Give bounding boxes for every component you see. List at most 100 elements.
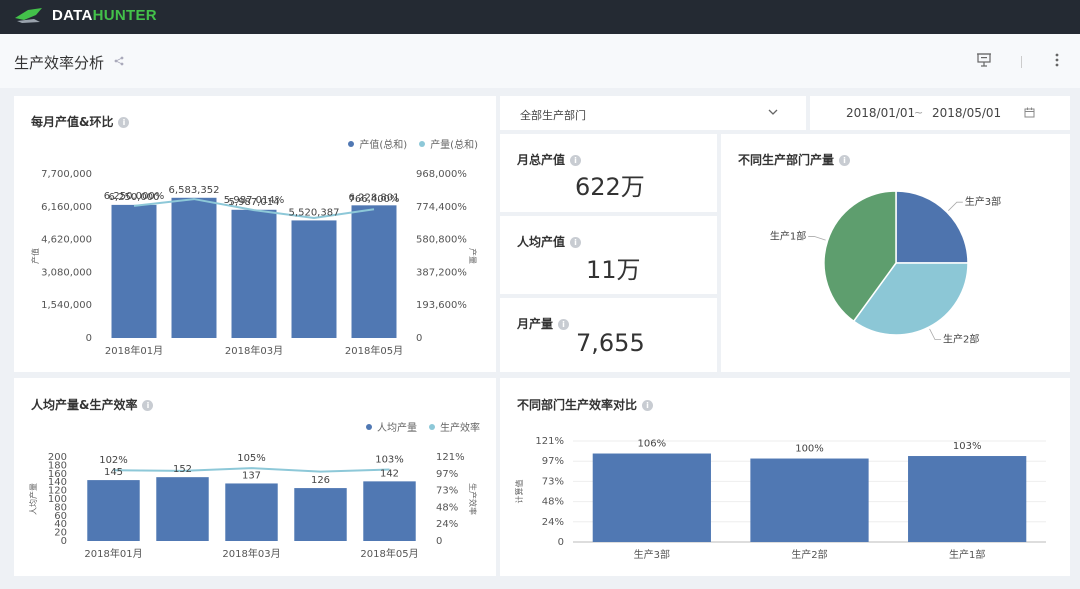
date-end[interactable]: 2018/05/01 [932,106,1002,120]
panel-department-output: 不同生产部门产量 i 生产3部 生产2部 生产1部 [721,134,1070,372]
bar-data-label: 126 [311,475,330,486]
page-title: 生产效率分析 [14,54,105,72]
pie-slice [823,190,897,323]
presentation-icon[interactable] [976,52,992,68]
series-line [113,467,390,473]
y-tick-label: 0 [61,536,67,547]
pie-slice-label: 生产3部 [965,195,1001,208]
bar [156,477,209,541]
bar [351,205,397,338]
y2-tick-label: 0 [416,333,422,344]
x-tick-label: 生产2部 [791,548,827,561]
y-tick-label: 73% [542,476,564,487]
x-tick-label: 生产1部 [949,548,985,561]
kpi-value: 11万 [586,256,641,284]
date-start[interactable]: 2018/01/01 [846,106,916,120]
header-divider [1021,56,1022,68]
x-tick-label: 2018年03月 [222,547,280,560]
y-tick-label: 6,160,000 [41,202,92,213]
x-tick-label: 2018年01月 [105,344,163,357]
bar-data-label: 6,250,000 [109,192,160,203]
y-tick-label: 48% [542,497,564,508]
date-separator: ~ [914,106,924,119]
info-icon[interactable]: i [558,319,570,330]
bar [291,220,337,338]
y2-axis-label: 产量 [468,248,478,264]
y2-tick-label: 774,400% [416,202,467,213]
y2-tick-label: 121% [436,452,465,463]
y-tick-label: 80 [54,502,67,513]
y-tick-label: 20 [54,528,67,539]
legend-item[interactable]: 生产效率 [429,419,480,434]
legend-item[interactable]: 产值(总和) [348,136,407,151]
y-tick-label: 180 [48,460,67,471]
bar [363,481,416,541]
info-icon[interactable]: i [142,400,154,411]
y2-axis-label: 生产效率 [468,483,478,515]
x-tick-label: 2018年01月 [84,547,142,560]
kpi-value: 622万 [575,173,645,201]
bar [111,204,157,338]
legend-item[interactable]: 人均产量 [366,419,417,434]
bar [750,458,869,542]
line-data-label: 103% [375,454,404,465]
y2-tick-label: 73% [436,486,458,497]
pie-slice-label: 生产1部 [770,229,806,242]
more-icon[interactable] [1050,52,1064,68]
y2-tick-label: 48% [436,502,458,513]
info-icon[interactable]: i [839,155,851,166]
panel-department-efficiency: 不同部门生产效率对比 i 0 24% 48% 73% 97% 121% 计算值 106% 生产3部… [500,378,1070,576]
pie-label-line [929,328,942,341]
y2-tick-label: 387,200% [416,267,467,278]
y2-tick-label: 24% [436,519,458,530]
y2-tick-label: 193,600% [416,300,467,311]
logo[interactable]: DATAHUNTER [14,6,157,24]
panel-title: 每月产值&环比 i [31,113,130,130]
x-tick-label: 2018年05月 [360,547,418,560]
y-tick-label: 97% [542,456,564,467]
x-tick-label: 2018年05月 [345,344,403,357]
y-axis-label: 计算值 [514,480,524,504]
bar [87,480,140,541]
date-range-picker[interactable]: 2018/01/01 ~ 2018/05/01 [810,96,1070,130]
y2-tick-label: 0 [436,536,442,547]
department-select[interactable]: 全部生产部门 [500,96,806,130]
bar [592,453,711,542]
y-tick-label: 0 [86,333,92,344]
logo-text: DATAHUNTER [52,6,157,24]
bar-data-label: 106% [638,439,667,450]
share-icon[interactable] [114,56,124,66]
line-data-label: 102% [99,455,128,466]
bar [231,209,277,338]
y-tick-label: 7,700,000 [41,169,92,180]
info-icon[interactable]: i [118,117,130,128]
info-icon[interactable]: i [570,155,582,166]
line-data-label: 5,987,014% [224,195,284,206]
y-tick-label: 140 [48,477,67,488]
department-efficiency-chart: 0 24% 48% 73% 97% 121% 计算值 106% 生产3部 100% 生产2部 103%… [514,436,1046,561]
bar-data-label: 103% [953,441,982,452]
kpi-card-monthly-output: 月产量 i 7,655 [500,298,717,372]
pie-slice [852,262,969,336]
department-select-value: 全部生产部门 [520,109,586,122]
y-tick-label: 160 [48,469,67,480]
panel-title: 不同部门生产效率对比 i [517,396,654,413]
page-header: 生产效率分析 [0,34,1080,88]
bar [225,483,278,541]
series-line [133,198,375,220]
line-data-label: 766,400% [349,194,400,205]
legend-item[interactable]: 产量(总和) [419,136,478,151]
kpi-value: 7,655 [576,329,645,357]
bar-data-label: 137 [242,470,261,481]
info-icon[interactable]: i [642,400,654,411]
y-tick-label: 4,620,000 [41,235,92,246]
line-data-label: 105% [237,453,266,464]
y-axis-label: 人均产量 [28,483,38,515]
y-tick-label: 3,080,000 [41,267,92,278]
panel-title: 不同生产部门产量 i [738,151,851,168]
bar [294,488,347,541]
pie-label-line [948,201,963,211]
kpi-label: 人均产值 i [517,233,582,250]
info-icon[interactable]: i [570,237,582,248]
top-bar: DATAHUNTER [0,0,1080,34]
